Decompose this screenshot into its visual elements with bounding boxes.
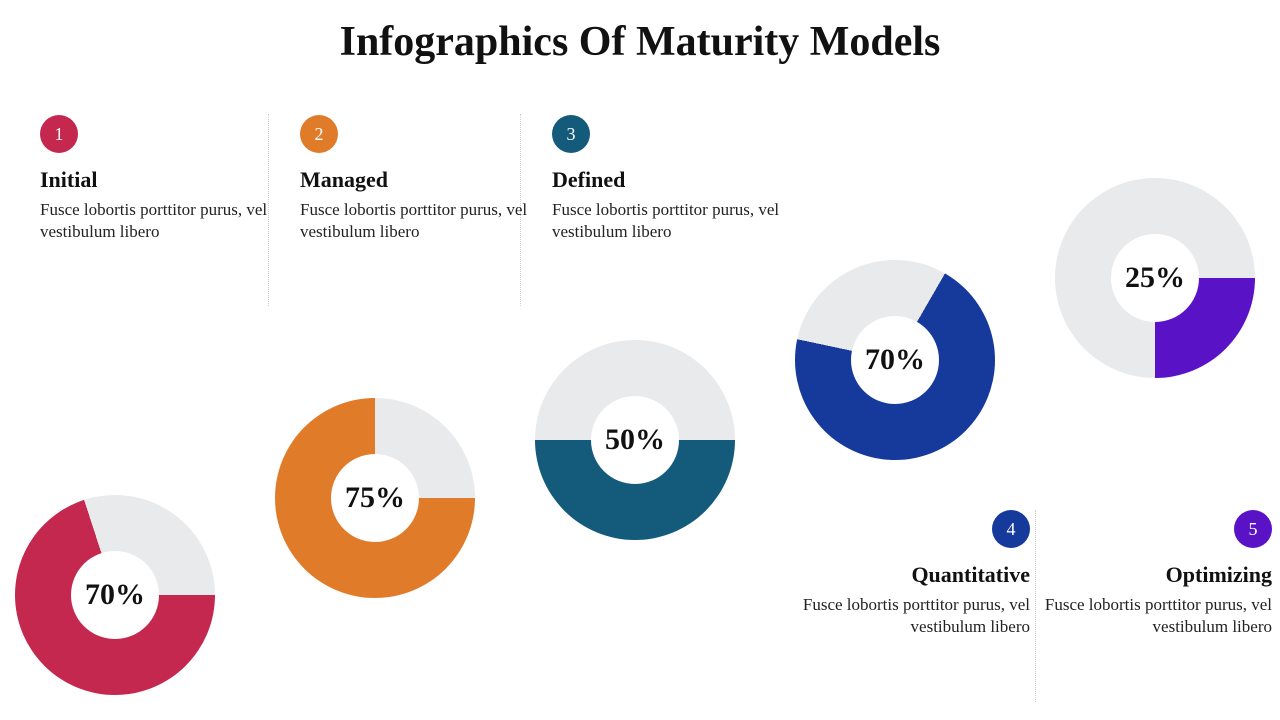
page-title: Infographics Of Maturity Models <box>0 18 1280 66</box>
stage-description: Fusce lobortis porttitor purus, vel vest… <box>1022 594 1272 638</box>
stage-text-block: 4QuantitativeFusce lobortis porttitor pu… <box>780 510 1030 638</box>
stage-number-badge: 1 <box>40 115 78 153</box>
stage-title: Defined <box>552 167 802 193</box>
stage-title: Initial <box>40 167 290 193</box>
stage-text-block: 2 Managed Fusce lobortis porttitor purus, … <box>300 115 550 243</box>
stage-text-block: 1 Initial Fusce lobortis porttitor purus, … <box>40 115 290 243</box>
stage-description: Fusce lobortis porttitor purus, vel vest… <box>40 199 290 243</box>
stage-number-badge: 2 <box>300 115 338 153</box>
stage-text-block: 5 Optimizing Fusce lobortis porttitor puru… <box>1022 510 1272 638</box>
donut-center-label: 50% <box>591 396 679 484</box>
stage-text-block: 3 Defined Fusce lobortis porttitor purus, … <box>552 115 802 243</box>
stage-title: Quantitative <box>780 562 1030 588</box>
donut-center-label: 70% <box>851 316 939 404</box>
stage-description: Fusce lobortis porttitor purus, vel vest… <box>780 594 1030 638</box>
stage-description: Fusce lobortis porttitor purus, vel vest… <box>300 199 550 243</box>
donut-center-label: 70% <box>71 551 159 639</box>
stage-title: Managed <box>300 167 550 193</box>
stage-number-badge: 5 <box>1234 510 1272 548</box>
stage-title: Optimizing <box>1022 562 1272 588</box>
stage-description: Fusce lobortis porttitor purus, vel vest… <box>552 199 802 243</box>
donut-center-label: 25% <box>1111 234 1199 322</box>
stage-number-badge: 3 <box>552 115 590 153</box>
donut-center-label: 75% <box>331 454 419 542</box>
